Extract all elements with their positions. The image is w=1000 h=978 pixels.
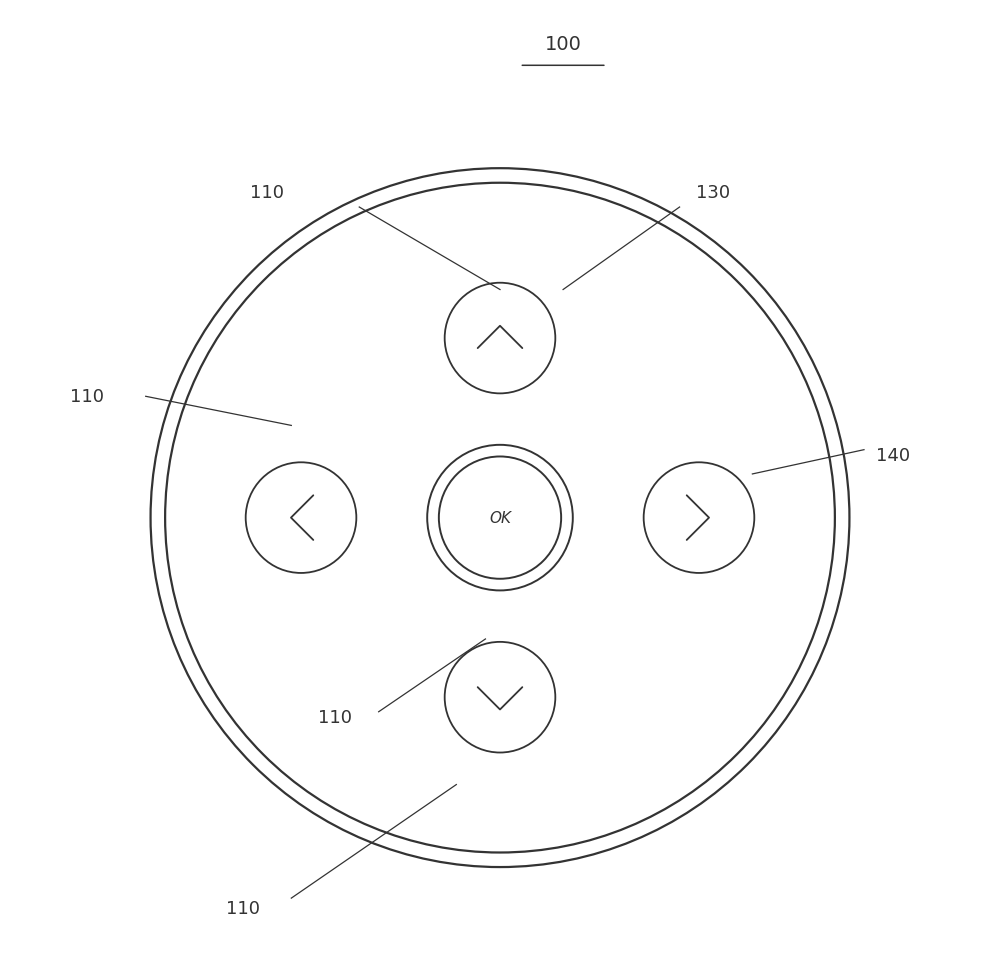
Text: 130: 130 [696, 184, 731, 202]
Text: 110: 110 [250, 184, 284, 202]
Text: 140: 140 [876, 446, 910, 464]
Text: OK: OK [489, 511, 511, 525]
Text: 110: 110 [70, 388, 104, 406]
Text: 100: 100 [545, 35, 582, 55]
Text: 110: 110 [226, 899, 260, 917]
Text: 110: 110 [318, 708, 352, 726]
